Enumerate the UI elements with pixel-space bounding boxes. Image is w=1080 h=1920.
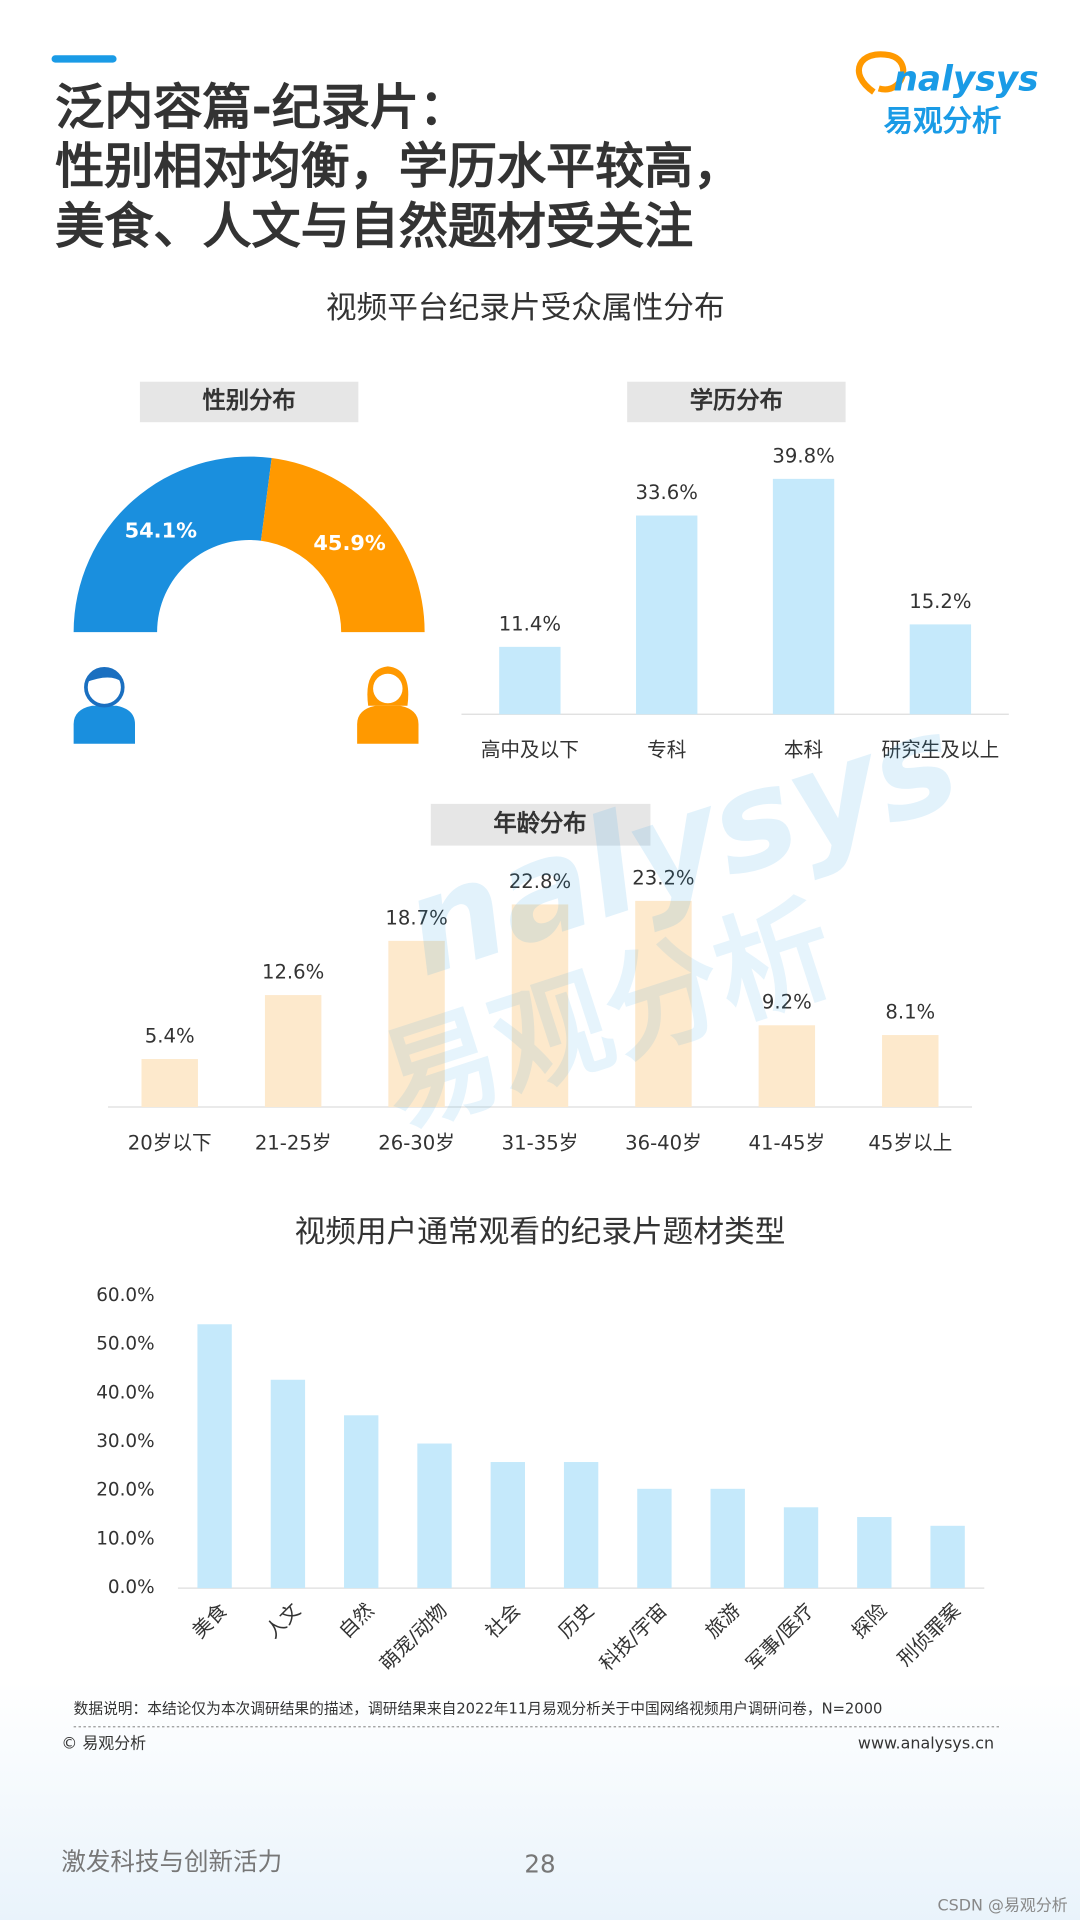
chart-title: 学历分布 <box>690 386 783 414</box>
section-bg <box>139 381 359 423</box>
chart-title: 年龄分布 <box>493 809 586 837</box>
x-tick-label: 美食 <box>188 1599 232 1643</box>
footer-bg <box>0 1681 1080 1920</box>
slice-label: 45.9% <box>313 531 385 555</box>
value-label: 23.2% <box>632 866 694 889</box>
bar <box>772 478 835 715</box>
y-tick-label: 20.0% <box>96 1480 154 1501</box>
female-icon <box>357 666 419 744</box>
section-bg <box>627 381 846 423</box>
bar <box>264 995 322 1108</box>
y-tick-label: 40.0% <box>96 1382 154 1403</box>
y-tick-label: 30.0% <box>96 1431 154 1452</box>
slogan: 激发科技与创新活力 <box>61 1847 282 1876</box>
x-tick-label: 21-25岁 <box>255 1131 332 1154</box>
source: CSDN @易观分析 <box>938 1895 1068 1914</box>
x-tick-label: 45岁以上 <box>868 1131 952 1154</box>
bar <box>388 940 445 1108</box>
bar <box>930 1525 965 1589</box>
donut-slice <box>260 458 425 633</box>
x-tick-label: 26-30岁 <box>378 1131 455 1154</box>
x-tick-label: 社会 <box>481 1599 525 1643</box>
value-label: 18.7% <box>385 906 447 929</box>
value-label: 9.2% <box>762 991 812 1014</box>
x-tick-label: 萌宠/动物 <box>375 1599 451 1675</box>
title-line: 泛内容篇-纪录片： <box>55 78 468 136</box>
bar <box>490 1462 525 1589</box>
bar <box>637 1488 672 1589</box>
accent-bar <box>51 55 117 63</box>
bar <box>417 1443 452 1589</box>
x-tick-label: 科技/宇宙 <box>595 1599 671 1675</box>
y-tick-label: 10.0% <box>96 1528 154 1549</box>
x-tick-label: 旅游 <box>701 1599 745 1643</box>
bar <box>141 1059 198 1108</box>
bar <box>857 1517 892 1589</box>
x-tick-label: 自然 <box>334 1599 378 1643</box>
x-tick-label: 探险 <box>848 1599 892 1643</box>
logo-cn: 易观分析 <box>884 104 1002 138</box>
x-tick-label: 本科 <box>784 739 823 762</box>
bar <box>710 1488 745 1589</box>
bar <box>758 1025 816 1108</box>
x-tick-label: 31-35岁 <box>502 1131 579 1154</box>
bar <box>635 900 692 1108</box>
bar <box>563 1462 599 1589</box>
x-tick-label: 人文 <box>261 1599 305 1643</box>
logo-swoosh <box>855 51 907 95</box>
chart-title: 性别分布 <box>203 386 296 414</box>
x-tick-label: 刑侦罪案 <box>893 1599 965 1671</box>
male-icon <box>73 667 135 744</box>
value-label: 22.8% <box>509 870 571 893</box>
bar <box>636 515 698 715</box>
chart-title: 视频用户通常观看的纪录片题材类型 <box>295 1215 786 1250</box>
x-tick-label: 高中及以下 <box>481 739 579 762</box>
page-number: 28 <box>524 1849 555 1878</box>
x-tick-label: 41-45岁 <box>749 1131 826 1154</box>
bar <box>197 1324 232 1589</box>
value-label: 5.4% <box>145 1024 195 1047</box>
x-tick-label: 36-40岁 <box>625 1131 702 1154</box>
y-tick-label: 0.0% <box>108 1577 155 1598</box>
bar <box>270 1379 306 1589</box>
note: 数据说明：本结论仅为本次调研结果的描述，调研结果来自2022年11月易观分析关于… <box>74 1701 883 1718</box>
donut-slice <box>73 456 272 633</box>
website: www.analysys.cn <box>858 1733 994 1752</box>
copyright: © 易观分析 <box>61 1733 146 1752</box>
bar <box>499 646 561 715</box>
value-label: 33.6% <box>636 481 698 504</box>
value-label: 39.8% <box>772 444 834 467</box>
bar <box>511 904 569 1108</box>
value-label: 11.4% <box>499 612 561 635</box>
value-label: 8.1% <box>885 1000 935 1023</box>
title-line: 性别相对均衡，学历水平较高， <box>55 137 742 195</box>
bar <box>909 624 972 715</box>
y-tick-label: 60.0% <box>96 1285 154 1306</box>
section-bg <box>430 803 651 846</box>
bar <box>344 1415 379 1589</box>
x-tick-label: 军事/医疗 <box>742 1599 818 1675</box>
bar <box>882 1035 939 1108</box>
x-tick-label: 历史 <box>554 1599 598 1643</box>
value-label: 12.6% <box>262 960 324 983</box>
y-tick-label: 50.0% <box>96 1334 154 1355</box>
logo-en: nalysys <box>893 60 1038 100</box>
x-tick-label: 研究生及以上 <box>882 739 1000 762</box>
slice-label: 54.1% <box>125 519 197 543</box>
subtitle: 视频平台纪录片受众属性分布 <box>326 291 725 326</box>
value-label: 15.2% <box>909 590 971 613</box>
title-line: 美食、人文与自然题材受关注 <box>55 197 693 255</box>
x-tick-label: 20岁以下 <box>128 1131 212 1154</box>
x-tick-label: 专科 <box>647 739 686 762</box>
bar <box>783 1507 819 1589</box>
